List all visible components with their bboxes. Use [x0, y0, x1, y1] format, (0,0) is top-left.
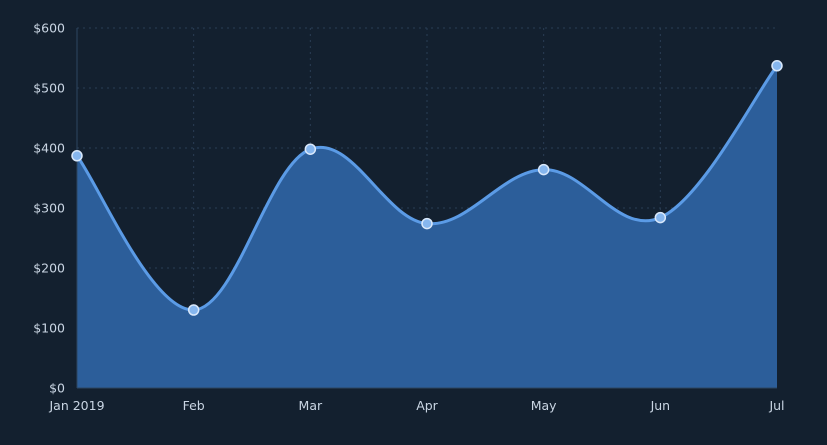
y-tick-label: $500: [33, 81, 65, 96]
data-point[interactable]: [71, 150, 83, 162]
y-tick-label: $200: [33, 261, 65, 276]
y-tick-label: $600: [33, 21, 65, 36]
y-tick-label: $400: [33, 141, 65, 156]
x-tick-label: May: [531, 398, 557, 413]
data-point[interactable]: [187, 304, 200, 316]
x-tick-label: Apr: [416, 398, 438, 413]
data-point[interactable]: [537, 163, 550, 176]
point-layer: [71, 60, 783, 316]
data-point[interactable]: [654, 211, 667, 224]
x-tick-label: Mar: [299, 398, 323, 413]
x-tick-label: Jun: [650, 398, 671, 413]
x-tick-label: Jan 2019: [48, 398, 104, 413]
data-point[interactable]: [304, 143, 317, 155]
x-tick-label: Feb: [183, 398, 205, 413]
y-tick-label: $300: [33, 201, 65, 216]
data-point[interactable]: [421, 217, 433, 230]
x-axis-ticks: Jan 2019 Feb Mar Apr May Jun Jul: [48, 398, 784, 413]
axis-layer: [76, 28, 777, 389]
x-tick-label: Jul: [768, 398, 784, 413]
y-axis-ticks: $0 $100 $200 $300 $400 $500 $600: [33, 21, 65, 396]
data-point[interactable]: [771, 60, 783, 72]
y-tick-label: $0: [49, 381, 65, 396]
y-tick-label: $100: [33, 321, 65, 336]
